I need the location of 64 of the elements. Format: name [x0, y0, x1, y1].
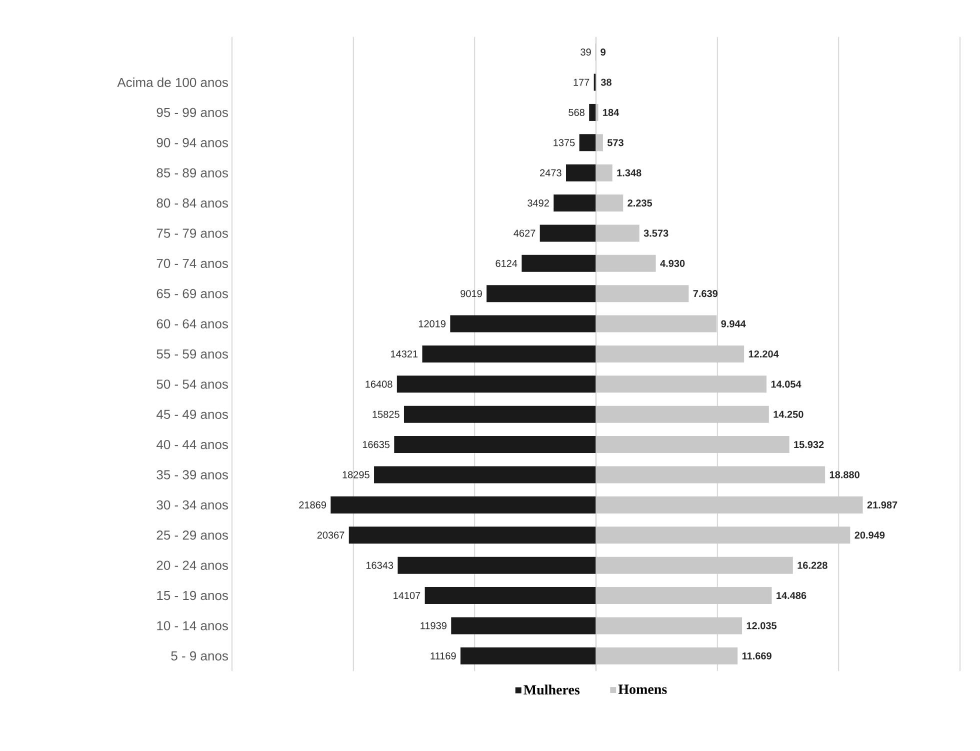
y-tick-label: 30 - 34 anos [156, 500, 228, 510]
data-label: 20367 [317, 532, 344, 539]
data-label: 177 [574, 78, 590, 86]
y-tick-label: 60 - 64 anos [156, 319, 228, 328]
y-tick-label: 75 - 79 anos [156, 228, 228, 238]
data-label: 3492 [528, 200, 549, 207]
data-label: 21869 [299, 501, 326, 508]
data-label: 39 [580, 48, 591, 56]
data-label: 16.228 [798, 562, 828, 569]
y-tick-label: 95 - 99 anos [156, 108, 228, 118]
data-label: 573 [607, 139, 624, 146]
data-label: 38 [600, 78, 612, 86]
y-tick-label: 90 - 94 anos [156, 138, 228, 148]
data-label: 14.486 [776, 592, 806, 600]
y-tick-label: 5 - 9 anos [171, 651, 228, 660]
data-label: 11939 [420, 622, 446, 630]
data-label: 2473 [540, 169, 562, 176]
y-tick-label: 80 - 84 anos [156, 198, 228, 208]
data-label: 11.669 [742, 652, 772, 660]
y-tick-label: 85 - 89 anos [156, 168, 228, 178]
data-label: 568 [568, 108, 584, 116]
y-tick-label: 70 - 74 anos [156, 258, 228, 268]
data-label: 16635 [362, 441, 390, 448]
y-tick-label: 40 - 44 anos [156, 440, 228, 450]
y-tick-label: Acima de 100 anos [117, 77, 228, 88]
legend-label: Homens [618, 684, 667, 694]
data-label: 11169 [430, 652, 456, 660]
data-label: 12.204 [748, 350, 779, 358]
data-label: 16343 [366, 562, 394, 569]
y-tick-label: 10 - 14 anos [157, 621, 228, 630]
data-label: 12.035 [746, 622, 777, 630]
data-label: 4.930 [660, 260, 685, 267]
data-label: 6124 [496, 260, 518, 267]
data-label: 2.235 [628, 199, 652, 207]
data-label: 14.250 [774, 410, 804, 418]
y-tick-label: 45 - 49 anos [156, 410, 228, 419]
data-label: 15825 [372, 410, 400, 418]
data-label: 1.348 [617, 169, 642, 176]
data-label: 12019 [418, 320, 446, 328]
data-label: 16408 [366, 380, 392, 388]
data-label: 3.573 [644, 230, 668, 237]
data-label: 21.987 [867, 501, 898, 508]
data-label: 184 [603, 108, 620, 116]
data-label: 15.932 [794, 441, 824, 448]
data-label: 9.944 [721, 320, 746, 328]
data-label: 14.054 [771, 380, 802, 388]
y-tick-label: 15 - 19 anos [157, 590, 228, 600]
data-label: 9019 [460, 290, 482, 298]
data-label: 7.639 [693, 290, 718, 298]
data-label: 14107 [394, 592, 420, 600]
data-label: 9 [600, 48, 606, 56]
data-label: 18295 [342, 471, 370, 478]
y-tick-label: 65 - 69 anos [156, 289, 228, 298]
data-label: 4627 [514, 230, 536, 237]
y-tick-label: 55 - 59 anos [156, 349, 228, 359]
data-label: 20.949 [854, 532, 885, 539]
data-label: 14321 [391, 350, 418, 358]
legend-label: Mulheres [524, 684, 580, 695]
data-label: 18.880 [830, 471, 860, 478]
data-label: 1375 [554, 139, 575, 146]
y-tick-label: 35 - 39 anos [156, 470, 228, 480]
y-tick-label: 25 - 29 anos [156, 530, 228, 540]
y-tick-label: 50 - 54 anos [156, 380, 228, 389]
y-tick-label: 20 - 24 anos [156, 560, 228, 570]
